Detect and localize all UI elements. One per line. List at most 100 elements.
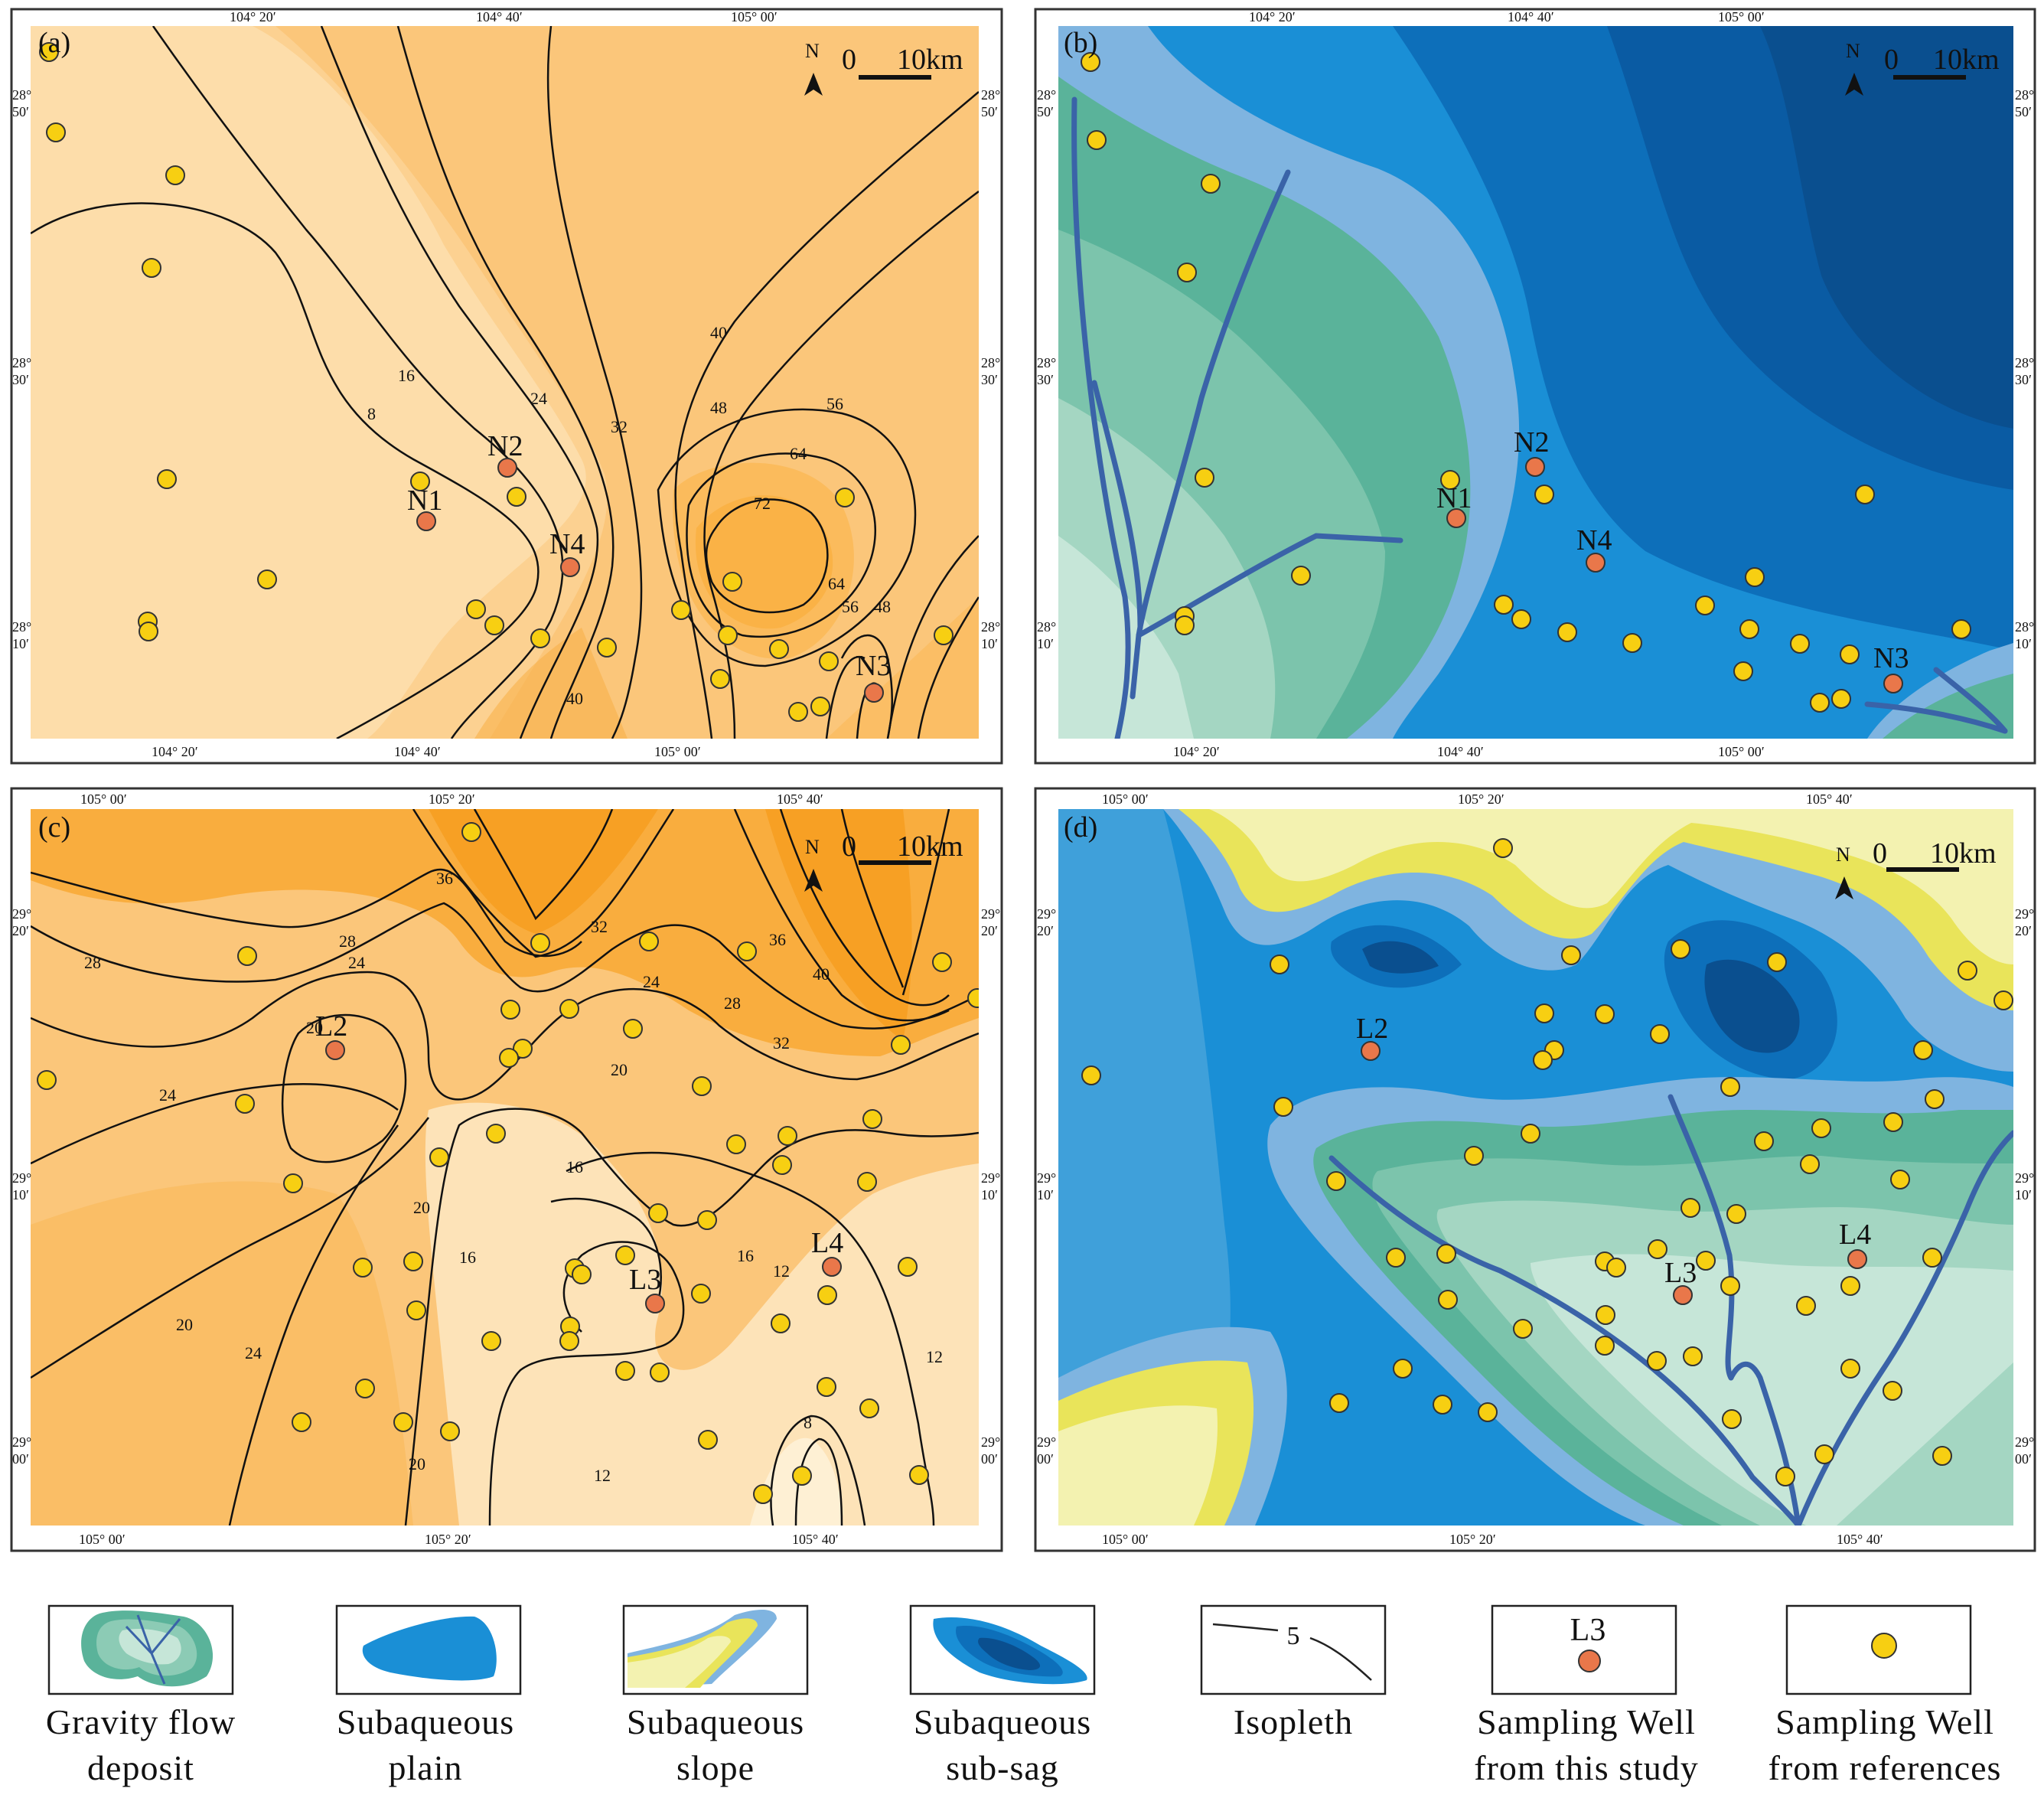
- well-label-l3: L3: [629, 1264, 661, 1296]
- panel-a-isopleth-map: 8 16 24 32 40 40 48 56 64 72 64 56 48: [10, 8, 1003, 765]
- lat-tick: 28°: [2015, 355, 2034, 370]
- scale-bar: N 0 10km: [804, 40, 963, 96]
- reference-well: [406, 1300, 426, 1320]
- lon-tick: 105° 20′: [1458, 791, 1504, 807]
- deep-zone-3: [1760, 26, 2013, 429]
- lon-tick: 105° 00′: [80, 791, 127, 807]
- panel-label-b: (b): [1064, 27, 1097, 59]
- reference-well: [1811, 1118, 1831, 1138]
- reference-well: [39, 42, 59, 62]
- reference-well: [1521, 1124, 1540, 1144]
- lat-tick: 10′: [981, 636, 998, 651]
- reference-well: [934, 625, 954, 645]
- well-label-l3: L3: [1664, 1257, 1697, 1289]
- lat-tick: 10′: [12, 636, 29, 651]
- reference-well: [718, 625, 738, 645]
- lat-tick: 29°: [12, 906, 31, 922]
- legend-subaqueous-slope: Subaqueous slope: [622, 1604, 809, 1787]
- reference-well: [862, 1109, 882, 1129]
- reference-well: [1533, 1050, 1553, 1070]
- lon-tick: 104° 40′: [1437, 744, 1484, 759]
- contour-label: 48: [874, 597, 891, 616]
- reference-well: [530, 628, 550, 648]
- svg-text:N: N: [805, 836, 820, 858]
- study-well-l3: [1673, 1285, 1693, 1305]
- well-label-l4: L4: [811, 1227, 843, 1259]
- reference-well: [1557, 622, 1577, 642]
- lat-tick: 30′: [1037, 372, 1054, 387]
- legend-label: Subaqueous: [914, 1702, 1091, 1741]
- contour-label: 8: [367, 404, 376, 423]
- reference-well: [1433, 1395, 1452, 1415]
- svg-text:0: 0: [1884, 44, 1899, 76]
- reference-well: [1534, 1003, 1554, 1023]
- reference-well: [615, 1361, 635, 1381]
- reference-well: [1932, 1446, 1952, 1466]
- reference-well: [771, 1313, 791, 1333]
- reference-well: [1958, 961, 1977, 981]
- reference-well: [1951, 619, 1971, 639]
- scale-bar: N 0 10km: [1845, 40, 2000, 96]
- reference-well: [792, 1466, 812, 1486]
- reference-well: [507, 487, 526, 507]
- contour-label: 32: [611, 417, 628, 436]
- reference-well: [142, 258, 161, 278]
- svg-text:0: 0: [1873, 837, 1887, 870]
- well-label-n2: N2: [1514, 426, 1549, 458]
- lat-tick: 29°: [2015, 906, 2034, 922]
- reference-well: [753, 1484, 773, 1504]
- reference-well: [1925, 1089, 1945, 1109]
- lon-tick: 104° 40′: [394, 744, 441, 759]
- well-label-l4: L4: [1839, 1219, 1871, 1251]
- contour-label: 12: [594, 1466, 611, 1485]
- lon-tick: 105° 00′: [1102, 791, 1149, 807]
- contour-label: 36: [769, 930, 786, 949]
- lat-tick: 28°: [981, 355, 1000, 370]
- lon-tick: 105° 00′: [1102, 1532, 1149, 1547]
- reference-well: [1436, 1244, 1456, 1264]
- lat-tick: 28°: [1037, 87, 1056, 103]
- panel-label-c: (c): [38, 811, 70, 844]
- lat-tick: 28°: [12, 87, 31, 103]
- svg-text:N: N: [1836, 844, 1850, 866]
- lat-tick: 28°: [981, 619, 1000, 635]
- reference-well: [1796, 1296, 1816, 1316]
- reference-well: [810, 697, 830, 716]
- study-well-n1: [1446, 508, 1466, 528]
- reference-well: [671, 600, 691, 620]
- reference-well: [1464, 1146, 1484, 1166]
- reference-well: [1534, 485, 1554, 504]
- lat-tick: 28°: [1037, 355, 1056, 370]
- contour-label: 56: [842, 597, 859, 616]
- panel-d-facies-map: L2 L3 L4 (d) 105° 00′ 105° 20′ 105° 40′ …: [1034, 787, 2036, 1552]
- reference-well: [1270, 954, 1289, 974]
- reference-well: [1767, 952, 1787, 972]
- legend-subaqueous-subsag: Subaqueous sub-sag: [909, 1604, 1096, 1787]
- reference-well: [1683, 1346, 1703, 1366]
- reference-well: [1890, 1170, 1910, 1189]
- contour-label: 24: [643, 972, 660, 991]
- legend-label: from references: [1769, 1748, 2002, 1787]
- reference-well: [817, 1377, 836, 1397]
- legend-label: Subaqueous: [627, 1702, 804, 1741]
- study-well-l4: [822, 1257, 842, 1277]
- contour-label: 28: [339, 932, 356, 951]
- legend-label: deposit: [87, 1748, 194, 1787]
- reference-well: [726, 1134, 746, 1154]
- lat-tick: 00′: [1037, 1451, 1054, 1467]
- reference-well: [778, 1126, 797, 1146]
- reference-well: [1840, 1276, 1860, 1296]
- reference-well: [1671, 939, 1690, 959]
- reference-well: [484, 615, 504, 635]
- lat-tick: 10′: [12, 1187, 29, 1202]
- panel-c-isopleth-map: 28 28 36 32 36 40 24 24 28 32 20 24 20 1…: [10, 787, 1003, 1552]
- reference-well: [1195, 468, 1214, 488]
- svg-text:10km: 10km: [1930, 837, 1997, 870]
- lat-tick: 00′: [981, 1451, 998, 1467]
- reference-well: [859, 1398, 879, 1418]
- svg-text:10km: 10km: [897, 44, 963, 76]
- reference-well: [710, 669, 730, 689]
- well-label-n4: N4: [549, 528, 585, 560]
- reference-well: [1493, 838, 1513, 858]
- lat-tick: 30′: [981, 372, 998, 387]
